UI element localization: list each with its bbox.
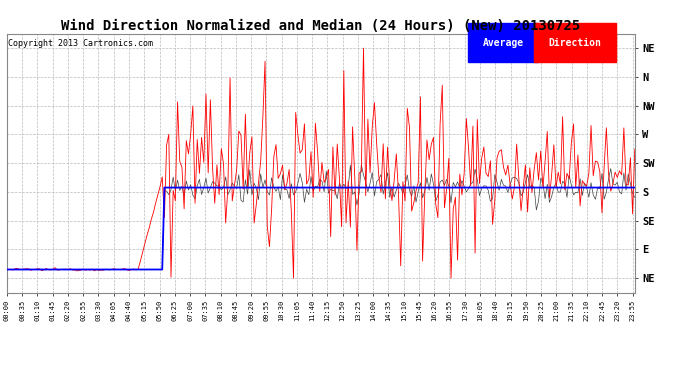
Text: Copyright 2013 Cartronics.com: Copyright 2013 Cartronics.com [8, 39, 153, 48]
Text: Direction: Direction [549, 38, 602, 48]
Text: Average: Average [482, 38, 524, 48]
Title: Wind Direction Normalized and Median (24 Hours) (New) 20130725: Wind Direction Normalized and Median (24… [61, 19, 580, 33]
